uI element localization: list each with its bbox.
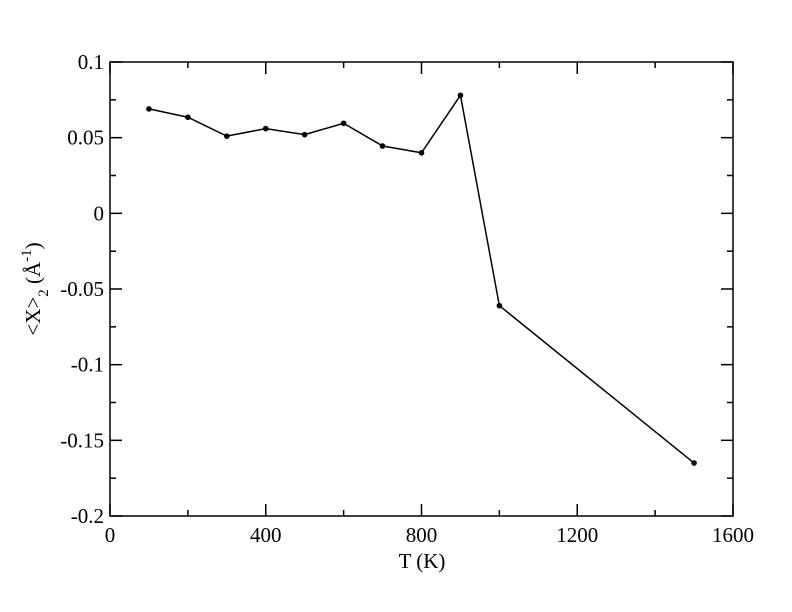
data-point xyxy=(457,92,464,99)
y-tick-label: 0.05 xyxy=(67,126,104,150)
data-point xyxy=(146,106,152,112)
data-point xyxy=(224,133,230,139)
data-point xyxy=(496,302,503,309)
y-label-main: <X> xyxy=(21,297,45,336)
x-tick-label: 1200 xyxy=(556,523,598,547)
y-tick-label: -0.15 xyxy=(60,428,104,452)
x-tick-label: 1600 xyxy=(712,523,754,547)
y-tick-label: -0.1 xyxy=(71,353,104,377)
data-point xyxy=(301,131,308,138)
data-point xyxy=(262,125,269,132)
y-tick-label: 0 xyxy=(94,201,105,225)
x-axis-label: T (K) xyxy=(399,549,446,573)
data-point xyxy=(691,460,697,466)
y-tick-label: 0.1 xyxy=(78,50,104,74)
data-point xyxy=(185,114,191,121)
x-tick-label: 0 xyxy=(105,523,116,547)
x-tick-label: 800 xyxy=(406,523,438,547)
x-tick-label: 400 xyxy=(250,523,282,547)
plot-frame xyxy=(109,61,734,517)
data-point xyxy=(379,143,386,149)
y-label-unit: (Å xyxy=(21,261,45,289)
y-axis-label: <X>2 (Å-1) xyxy=(19,242,52,335)
data-point xyxy=(418,150,425,156)
y-label-close: ) xyxy=(21,242,45,249)
data-point xyxy=(340,120,347,127)
y-label-sup: -1 xyxy=(19,249,35,262)
y-tick-label: -0.05 xyxy=(60,277,104,301)
y-tick-label: -0.2 xyxy=(71,504,104,528)
y-label-sub: 2 xyxy=(36,289,52,297)
